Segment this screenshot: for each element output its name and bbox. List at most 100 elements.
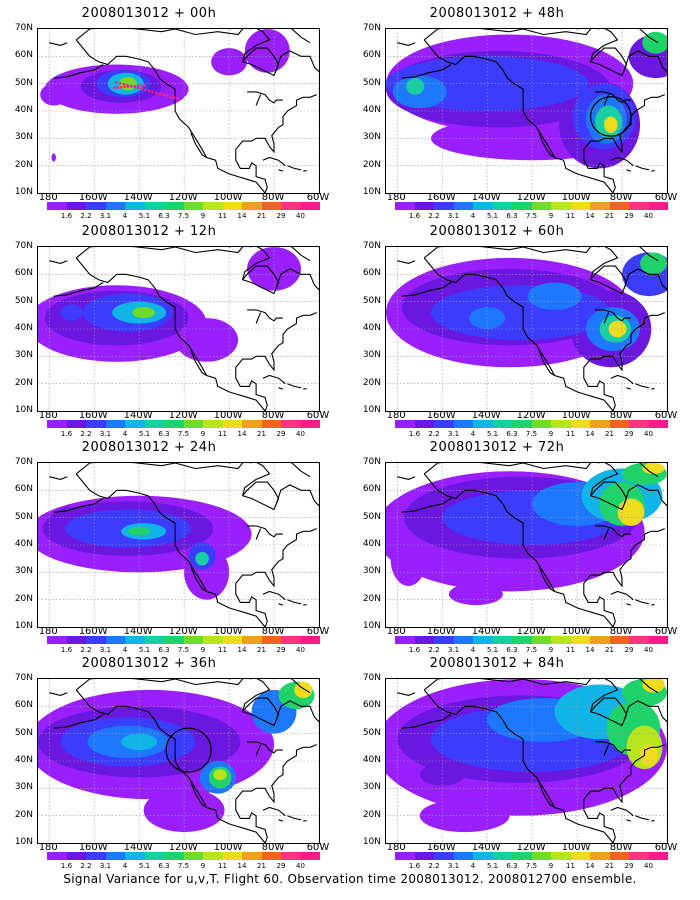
coastline	[397, 42, 416, 46]
colorbar-swatch	[222, 636, 242, 644]
colorbar-label: 4	[470, 646, 476, 654]
coastline	[190, 350, 207, 376]
variance-contour	[430, 285, 611, 340]
longitude-label: 100W	[213, 626, 243, 637]
coastline	[603, 744, 610, 756]
panel-title: 2008013012 + 84h	[429, 656, 565, 671]
colorbar-label: 6.3	[506, 212, 518, 220]
panel-title: 2008013012 + 60h	[429, 224, 565, 239]
variance-contour	[527, 282, 582, 310]
colorbar-label: 2.2	[80, 212, 92, 220]
colorbar-swatch	[66, 636, 86, 644]
variance-contour	[448, 583, 503, 606]
colorbar-swatch	[300, 636, 320, 644]
variance-contour	[642, 679, 665, 693]
variance-contour	[175, 318, 239, 362]
longitude-label: 180	[386, 410, 406, 421]
variance-contour	[419, 799, 510, 833]
coastline	[278, 603, 284, 606]
flight-track-point	[144, 88, 147, 92]
coastline	[53, 282, 104, 297]
colorbar-label: 1.6	[408, 212, 421, 220]
coastline	[638, 463, 659, 478]
colorbar-swatch	[144, 636, 164, 644]
colorbar-swatch	[66, 852, 86, 860]
colorbar-label: 9	[200, 862, 206, 870]
coastline	[255, 744, 262, 756]
longitude-label: 160W	[426, 626, 456, 637]
coastline	[423, 257, 614, 411]
flight-track-point	[116, 86, 120, 89]
longitude-label: 140W	[471, 842, 501, 853]
variance-contour	[143, 788, 225, 833]
colorbar-swatch	[609, 852, 629, 860]
latitude-label: 70N	[14, 673, 33, 683]
colorbar-label: 4	[122, 862, 128, 870]
colorbar-swatch	[261, 636, 281, 644]
colorbar-label: 29	[624, 862, 634, 870]
colorbar-label: 4	[122, 430, 128, 438]
map-plot-area	[385, 678, 668, 844]
colorbar-label: 2.2	[428, 646, 440, 654]
map-plot-area	[37, 28, 320, 194]
variance-contour	[244, 29, 290, 73]
map-plot-area	[385, 462, 668, 628]
latitude-label: 50N	[362, 295, 381, 306]
coastline	[49, 692, 68, 696]
flight-track-point	[169, 95, 172, 98]
colorbar-label: 1.6	[408, 646, 421, 654]
longitude-label: 140W	[123, 626, 153, 637]
latitude-label: 50N	[362, 727, 381, 738]
colorbar-swatch	[648, 852, 668, 860]
coastline	[278, 387, 284, 390]
colorbar-swatch	[242, 636, 262, 644]
coastline	[235, 528, 318, 627]
longitude-label: 60W	[306, 192, 330, 203]
coastline	[603, 528, 610, 540]
coastline	[538, 132, 555, 158]
colorbar-swatch	[183, 636, 203, 644]
colorbar-swatch	[492, 202, 512, 210]
longitude-label: 80W	[261, 410, 285, 421]
colorbar-label: 11	[566, 430, 575, 438]
latitude-label: 40N	[14, 539, 33, 549]
coastline	[190, 132, 207, 158]
colorbar-label: 11	[566, 212, 575, 220]
coastline	[255, 94, 262, 106]
colorbar-swatch	[473, 202, 493, 210]
colorbar-label: 11	[218, 646, 227, 654]
variance-contour	[604, 116, 618, 133]
colorbar-swatch	[629, 202, 649, 210]
coastline	[590, 47, 628, 71]
flight-track-point	[118, 81, 122, 85]
latitude-label: 10N	[362, 405, 381, 415]
longitude-label: 60W	[306, 842, 330, 853]
colorbar-swatch	[105, 420, 125, 428]
colorbar-label: 3.1	[447, 646, 460, 654]
colorbar-label: 2.2	[428, 212, 440, 220]
latitude-label: 60N	[362, 484, 381, 495]
colorbar-swatch	[164, 852, 184, 860]
colorbar-swatch	[105, 636, 125, 644]
colorbar-label: 7.5	[525, 430, 538, 438]
figure-caption: Signal Variance for u,v,T. Flight 60. Ob…	[63, 872, 637, 886]
coastline	[303, 820, 307, 822]
latitude-label: 10N	[14, 187, 33, 197]
colorbar-swatch	[183, 202, 203, 210]
flight-track-point	[119, 85, 123, 89]
colorbar-swatch	[512, 202, 532, 210]
colorbar-swatch	[648, 636, 668, 644]
longitude-label: 180	[38, 842, 58, 853]
colorbar-label: 5.1	[486, 430, 499, 438]
latitude-label: 50N	[362, 511, 381, 522]
colorbar-swatch	[203, 636, 223, 644]
coastline	[401, 64, 452, 79]
latitude-label: 30N	[362, 132, 381, 143]
colorbar-swatch	[531, 420, 551, 428]
coastline	[262, 156, 286, 167]
colorbar-label: 9	[548, 646, 554, 654]
latitude-label: 70N	[362, 241, 381, 251]
colorbar-label: 21	[605, 646, 614, 654]
colorbar-swatch	[105, 852, 125, 860]
longitude-label: 160W	[426, 842, 456, 853]
